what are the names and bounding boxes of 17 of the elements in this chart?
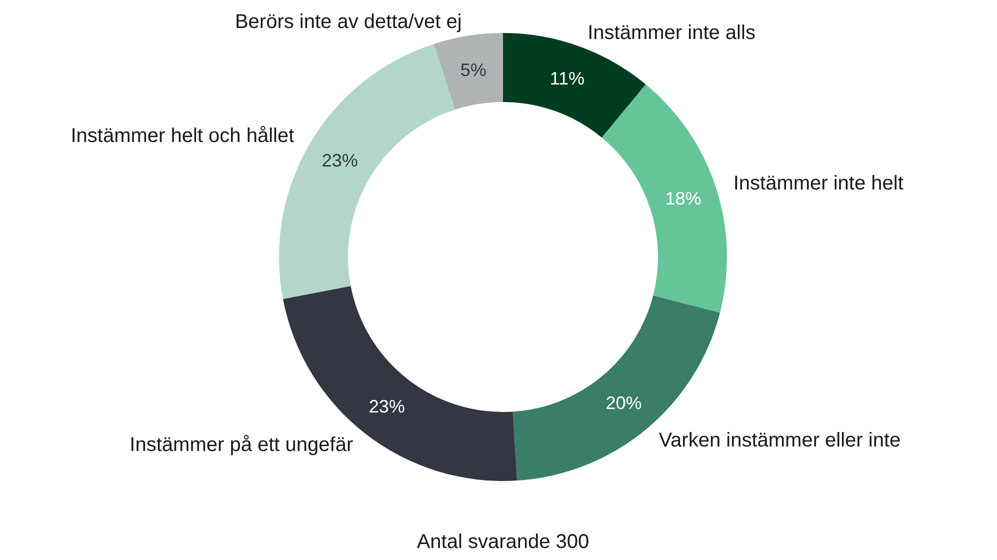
data-label: 5%	[460, 60, 486, 80]
data-label: 20%	[606, 393, 642, 414]
donut-slice	[282, 286, 518, 481]
slice-label: Instämmer helt och hållet	[70, 124, 295, 147]
data-label: 23%	[368, 396, 405, 417]
data-label: 23%	[322, 150, 358, 171]
donut-slice	[434, 33, 503, 110]
slice-label: Instämmer på ett ungefär	[130, 434, 354, 456]
slice-label: Varken instämmer eller inte	[658, 429, 901, 452]
slice-label: Instämmer inte helt	[733, 172, 904, 194]
data-label: 18%	[665, 188, 702, 208]
slice-label: Berörs inte av detta/vet ej	[234, 10, 462, 33]
data-label: 11%	[550, 68, 585, 89]
donut-slice	[602, 84, 727, 313]
donut-slice	[512, 296, 720, 481]
text: Antal svarande 300	[416, 531, 590, 553]
slice-label: Instämmer inte alls	[588, 22, 756, 44]
